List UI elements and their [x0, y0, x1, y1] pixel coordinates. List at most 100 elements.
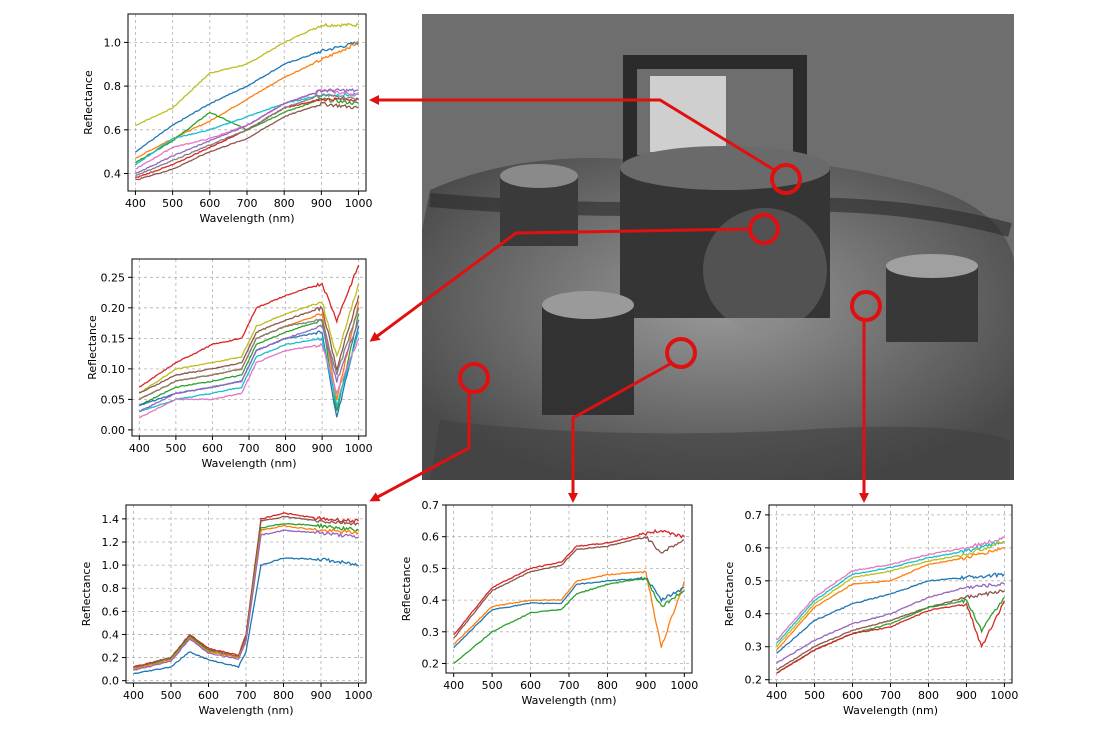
y-tick-label: 0.0 — [102, 675, 120, 688]
series-line — [776, 540, 1005, 648]
series-line — [138, 307, 360, 401]
plot-frame — [125, 504, 367, 684]
plot-frame — [445, 504, 693, 674]
plot-area — [128, 14, 366, 191]
series-line — [453, 528, 685, 636]
x-tick-label: 400 — [123, 689, 144, 702]
x-tick-label: 700 — [237, 197, 258, 210]
y-axis-label: Reflectance — [723, 562, 736, 627]
arrow-vegetation — [369, 392, 471, 502]
y-tick-label: 0.6 — [102, 605, 120, 618]
y-tick-label: 0.4 — [745, 608, 763, 621]
arrow-stump — [369, 227, 751, 342]
x-tick-label: 600 — [520, 679, 541, 692]
y-tick-label: 0.5 — [422, 562, 440, 575]
reference-panel — [650, 76, 726, 152]
marker-vegetation — [458, 362, 490, 394]
series-line — [139, 319, 360, 412]
x-tick-label: 500 — [482, 679, 503, 692]
stump-right — [886, 254, 978, 342]
x-tick-label: 400 — [443, 679, 464, 692]
y-tick-label: 0.6 — [422, 531, 440, 544]
x-axis-label: Wavelength (nm) — [198, 704, 293, 717]
y-tick-label: 0.2 — [745, 674, 763, 687]
series-line — [135, 93, 359, 177]
y-tick-label: 1.2 — [102, 536, 120, 549]
arrow-panel — [369, 95, 777, 173]
x-tick-label: 800 — [273, 689, 294, 702]
y-axis-label: Reflectance — [80, 562, 93, 627]
y-tick-label: 0.7 — [422, 499, 440, 512]
x-tick-label: 700 — [880, 689, 901, 702]
series-line — [776, 540, 1005, 644]
y-tick-label: 0.7 — [745, 509, 763, 522]
series-line — [776, 547, 1005, 651]
chart-bottom-left: 400 500 600 700 800 900 1000 0.0 0.2 0.4 0.6 0.8 1.0… — [80, 504, 373, 717]
y-axis-label: Reflectance — [82, 70, 95, 135]
series-line — [776, 535, 1005, 641]
x-tick-label: 900 — [311, 197, 332, 210]
chart-top-left: 400 500 600 700 800 900 1000 0.4 0.6 0.8 1.0 Wavele… — [82, 13, 373, 225]
y-tick-label: 1.0 — [104, 36, 122, 49]
x-tick-label: 600 — [199, 197, 220, 210]
series-line — [135, 41, 360, 153]
plot-frame — [131, 258, 367, 437]
y-tick-label: 0.3 — [422, 626, 440, 639]
x-tick-label: 800 — [918, 689, 939, 702]
y-tick-label: 0.3 — [745, 641, 763, 654]
sample-markers — [369, 95, 882, 503]
x-tick-label: 800 — [274, 197, 295, 210]
series-line — [776, 581, 1005, 664]
chart-bottom-middle: 400 500 600 700 800 900 1000 0.2 0.3 0.4 0.5 0.6 0.7… — [400, 499, 698, 707]
y-tick-label: 1.4 — [102, 513, 120, 526]
y-tick-label: 0.10 — [101, 363, 126, 376]
x-tick-label: 700 — [239, 442, 260, 455]
y-tick-label: 0.05 — [101, 393, 126, 406]
series-line — [139, 264, 360, 388]
x-tick-label: 900 — [311, 689, 332, 702]
x-axis-label: Wavelength (nm) — [199, 212, 294, 225]
x-tick-label: 700 — [236, 689, 257, 702]
x-tick-label: 500 — [804, 689, 825, 702]
marker-ground-right — [850, 290, 882, 322]
stump-center — [620, 146, 830, 318]
sphere-highlight — [703, 208, 827, 332]
y-tick-label: 0.2 — [102, 652, 120, 665]
y-tick-label: 0.00 — [101, 424, 126, 437]
x-tick-label: 800 — [597, 679, 618, 692]
marker-panel — [770, 163, 802, 195]
x-tick-label: 500 — [165, 442, 186, 455]
x-tick-label: 400 — [129, 442, 150, 455]
series-line — [135, 88, 359, 174]
y-tick-label: 0.20 — [101, 302, 126, 315]
series-line — [776, 572, 1005, 654]
y-axis-label: Reflectance — [86, 315, 99, 380]
series-line — [453, 577, 685, 664]
x-axis-label: Wavelength (nm) — [201, 457, 296, 470]
chart-middle-left: 400 500 600 700 800 900 1000 0.00 0.05 0.10 0.15 0.… — [86, 258, 373, 470]
x-axis-label: Wavelength (nm) — [843, 704, 938, 717]
series-line — [776, 600, 1005, 674]
y-tick-label: 0.8 — [102, 582, 120, 595]
x-tick-label: 1000 — [670, 679, 698, 692]
x-tick-label: 600 — [842, 689, 863, 702]
marker-ground-mid — [665, 337, 697, 369]
plot-frame — [768, 504, 1013, 684]
x-axis-label: Wavelength (nm) — [521, 694, 616, 707]
x-tick-label: 900 — [956, 689, 977, 702]
x-tick-label: 900 — [635, 679, 656, 692]
y-tick-label: 0.2 — [422, 657, 440, 670]
x-tick-label: 400 — [766, 689, 787, 702]
y-tick-label: 0.5 — [745, 575, 763, 588]
y-tick-label: 0.4 — [102, 628, 120, 641]
series-line — [133, 515, 359, 669]
y-axis-label: Reflectance — [400, 557, 413, 622]
series-line — [453, 570, 685, 648]
series-line — [135, 101, 359, 181]
x-tick-label: 400 — [125, 197, 146, 210]
series-line — [139, 295, 360, 394]
x-tick-label: 600 — [202, 442, 223, 455]
chart-bottom-right: 400 500 600 700 800 900 1000 0.2 0.3 0.4 0.5 0.6 0.7… — [723, 504, 1018, 717]
y-tick-label: 1.0 — [102, 559, 120, 572]
